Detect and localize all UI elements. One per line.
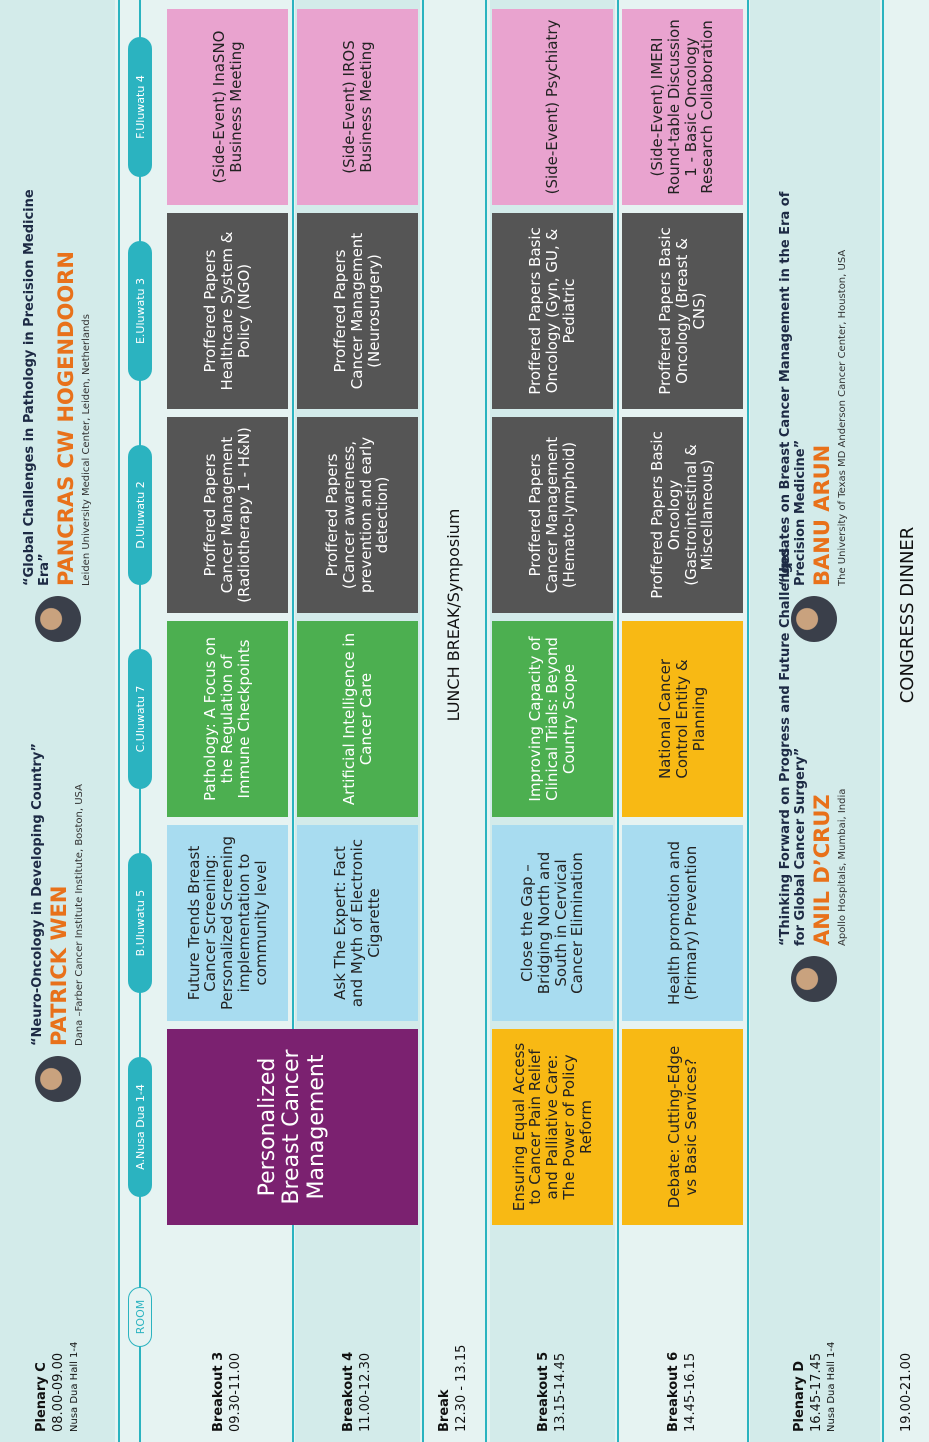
time-label: Breakout 4 11.00-12.30 xyxy=(295,1242,420,1432)
speaker-info: “Updates on Breast Cancer Management in … xyxy=(778,186,849,586)
session-cell: Proffered Papers Basic Oncology (Gyn, GU… xyxy=(492,213,613,409)
session-title: Breakout 4 xyxy=(340,1351,356,1432)
speaker-quote: “Neuro-Oncology in Developing Country” xyxy=(29,743,45,1046)
room-pill: B.Uluwatu 5 xyxy=(128,853,152,993)
speaker-quote: “Updates on Breast Cancer Management in … xyxy=(778,191,808,586)
session-venue: Nusa Dua Hall 1-4 xyxy=(68,1341,80,1432)
session-time: 13.15-14.45 xyxy=(552,1352,568,1432)
time-label: 19.00-21.00 xyxy=(885,1242,929,1432)
session-cell: Proffered Papers (Cancer awareness, prev… xyxy=(297,417,418,613)
row-divider xyxy=(747,0,749,1442)
room-pill: D.Uluwatu 2 xyxy=(128,445,152,585)
session-cell: (Side-Event) InaSNO Business Meeting xyxy=(167,9,288,205)
room-pill: C.Uluwatu 7 xyxy=(128,649,152,789)
session-cell: Ensuring Equal Access to Cancer Pain Rel… xyxy=(492,1029,613,1225)
speaker: “Neuro-Oncology in Developing Country” PA… xyxy=(2,642,114,1102)
room-pill: E.Uluwatu 3 xyxy=(128,241,152,381)
session-cell: (Side-Event) IMERI Round-table Discussio… xyxy=(622,9,743,205)
time-label: Breakout 3 09.30-11.00 xyxy=(165,1242,290,1432)
speaker-info: “Neuro-Oncology in Developing Country” PA… xyxy=(29,646,86,1046)
row-divider xyxy=(617,0,619,1442)
speaker-photo xyxy=(35,596,81,642)
speaker: “Global Challenges in Pathology in Preci… xyxy=(2,182,114,642)
session-cell: Proffered Papers Healthcare System & Pol… xyxy=(167,213,288,409)
session-cell: Pathology: A Focus on the Regulation of … xyxy=(167,621,288,817)
row-divider xyxy=(422,0,424,1442)
speaker-affiliation: The University of Texas MD Anderson Canc… xyxy=(837,249,849,586)
session-time: 11.00-12.30 xyxy=(357,1352,373,1432)
speaker-affiliation: Leiden University Medical Center, Leiden… xyxy=(81,314,93,586)
session-cell: Proffered Papers Basic Oncology (Breast … xyxy=(622,213,743,409)
session-cell: National Cancer Control Entity & Plannin… xyxy=(622,621,743,817)
speaker-photo xyxy=(791,596,837,642)
session-time: 09.30-11.00 xyxy=(227,1352,243,1432)
session-title: Break xyxy=(436,1389,452,1432)
session-cell: Personalized Breast Cancer Management xyxy=(167,1029,418,1225)
session-cell: Proffered Papers Basic Oncology (Gastroi… xyxy=(622,417,743,613)
session-cell: Ask The Expert: Fact and Myth of Electro… xyxy=(297,825,418,1021)
speaker-name: PATRICK WEN xyxy=(46,885,71,1046)
speaker-affiliation: Dana –Farber Cancer Institute Institute,… xyxy=(73,784,85,1046)
row-divider xyxy=(882,0,884,1442)
dinner-text: CONGRESS DINNER xyxy=(896,526,918,704)
speaker-name: BANU ARUN xyxy=(810,444,834,586)
time-label: Plenary D 16.45-17.45 Nusa Dua Hall 1-4 xyxy=(750,1242,880,1432)
session-title: Plenary D xyxy=(791,1360,807,1432)
session-cell: Proffered Papers Cancer Management (Radi… xyxy=(167,417,288,613)
break-text: LUNCH BREAK/Symposium xyxy=(444,508,463,722)
room-pill: A.Nusa Dua 1-4 xyxy=(128,1057,152,1197)
speaker: “Updates on Breast Cancer Management in … xyxy=(758,182,870,642)
session-venue: Nusa Dua Hall 1-4 xyxy=(826,1341,838,1432)
session-time: 19.00-21.00 xyxy=(898,1352,914,1432)
session-title: Breakout 3 xyxy=(210,1351,226,1432)
session-cell: (Side-Event) Psychiatry xyxy=(492,9,613,205)
session-time: 08.00-09.00 xyxy=(51,1352,66,1432)
room-pill: ROOM xyxy=(128,1287,152,1347)
session-cell: Debate: Cutting-Edge vs Basic Services? xyxy=(622,1029,743,1225)
speaker-quote: “Global Challenges in Pathology in Preci… xyxy=(22,189,52,586)
session-cell: Improving Capacity of Clinical Trials: B… xyxy=(492,621,613,817)
speaker-name: PANCRAS CW HOGENDOORN xyxy=(54,251,78,586)
session-cell: Artificial Intelligence in Cancer Care xyxy=(297,621,418,817)
time-label: Plenary C 08.00-09.00 Nusa Dua Hall 1-4 xyxy=(0,1242,115,1432)
room-pill: F.Uluwatu 4 xyxy=(128,37,152,177)
time-label: Breakout 5 13.15-14.45 xyxy=(490,1242,615,1432)
time-label: Break 12.30 - 13.15 xyxy=(425,1242,482,1432)
speaker-photo xyxy=(35,1056,81,1102)
session-time: 14.45-16.15 xyxy=(682,1352,698,1432)
session-time: 12.30 - 13.15 xyxy=(453,1344,469,1432)
session-cell: Close the Gap – Bridging North and South… xyxy=(492,825,613,1021)
session-title: Breakout 5 xyxy=(535,1351,551,1432)
session-title: Plenary C xyxy=(34,1362,50,1432)
time-label: Breakout 6 14.45-16.15 xyxy=(620,1242,745,1432)
speaker-info: “Global Challenges in Pathology in Preci… xyxy=(22,186,93,586)
speaker-photo xyxy=(791,956,837,1002)
session-title: Breakout 6 xyxy=(665,1351,681,1432)
row-divider xyxy=(118,0,120,1442)
session-time: 16.45-17.45 xyxy=(808,1352,824,1432)
session-cell: (Side-Event) IROS Business Meeting xyxy=(297,9,418,205)
session-cell: Proffered Papers Cancer Management (Hema… xyxy=(492,417,613,613)
session-cell: Health promotion and (Primary) Preventio… xyxy=(622,825,743,1021)
row-divider xyxy=(485,0,487,1442)
session-cell: Proffered Papers Cancer Management (Neur… xyxy=(297,213,418,409)
session-cell: Future Trends Breast Cancer Screening: P… xyxy=(167,825,288,1021)
row-divider xyxy=(292,0,294,1442)
